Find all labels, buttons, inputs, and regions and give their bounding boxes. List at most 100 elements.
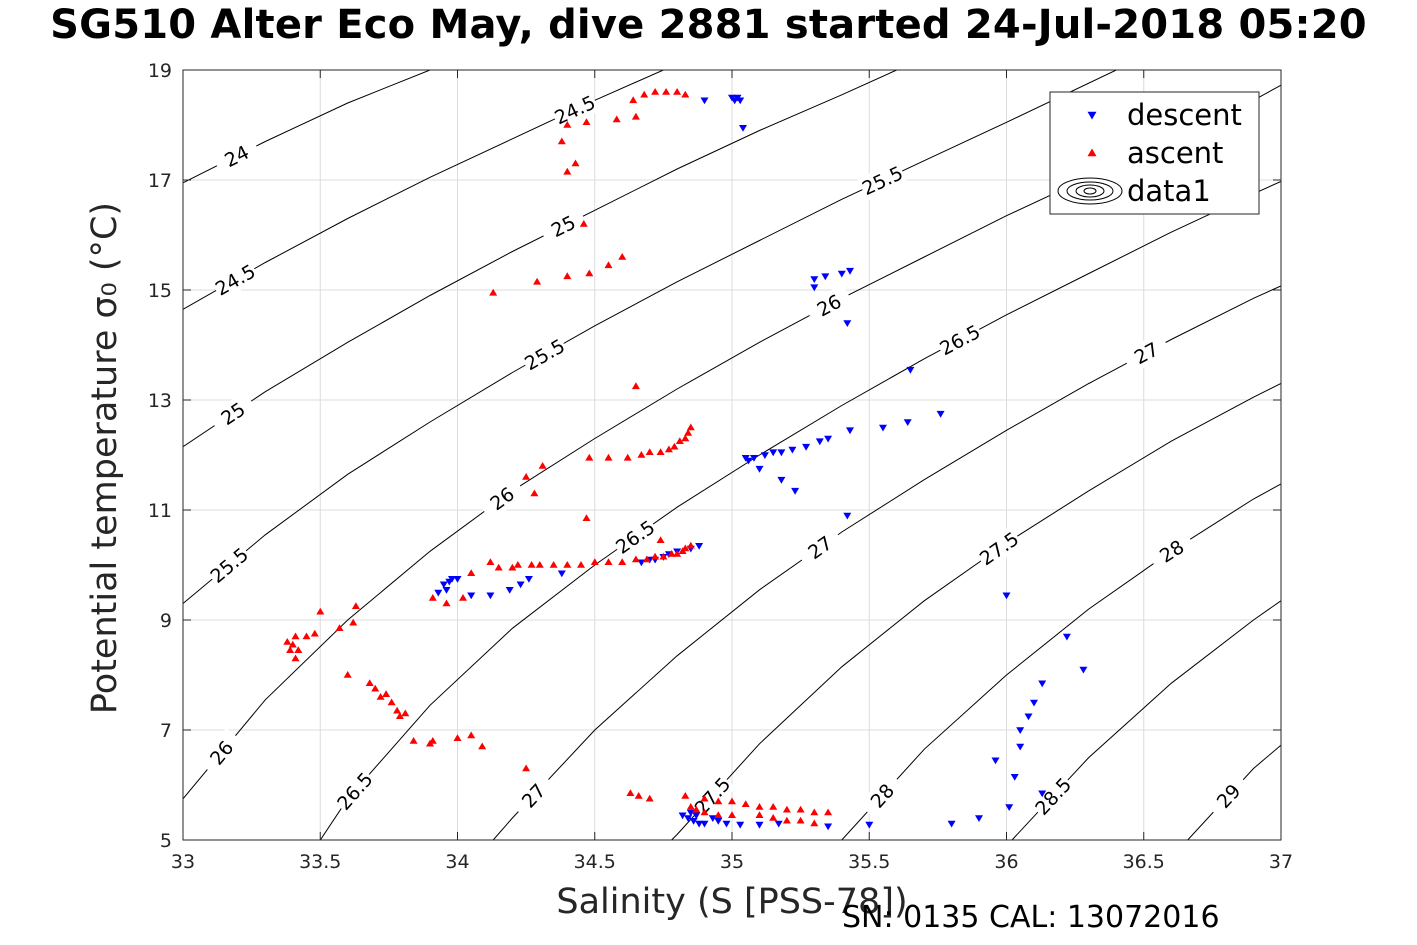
descent-point	[903, 419, 912, 426]
ascent-point	[662, 88, 671, 95]
contour-line-26-5	[319, 180, 1281, 840]
descent-point	[936, 410, 945, 418]
ascent-point	[681, 792, 690, 799]
ascent-point	[604, 261, 613, 269]
legend: descent ascent data1	[1049, 91, 1260, 215]
contour-label-bg	[211, 135, 262, 177]
descent-point	[467, 592, 476, 600]
ascent-point	[351, 602, 360, 609]
contour-label-bg	[1146, 529, 1197, 573]
ascent-point	[741, 800, 750, 807]
descent-point	[810, 284, 819, 292]
ascent-point	[631, 112, 640, 120]
ascent-point	[796, 816, 805, 824]
ascent-point	[728, 797, 736, 805]
ascent-point	[393, 706, 402, 714]
contour-label-bg	[857, 160, 908, 201]
ascent-point	[557, 137, 566, 145]
ascent-point	[629, 96, 638, 104]
descent-point	[445, 578, 454, 586]
y-tick-label: 13	[148, 390, 172, 412]
descent-point	[637, 559, 646, 567]
ascent-point	[664, 445, 673, 453]
ascent-point	[428, 594, 437, 601]
descent-point	[865, 821, 874, 829]
chart-title: SG510 Alter Eco May, dive 2881 started 2…	[50, 2, 1367, 48]
x-tick-label: 33	[171, 851, 195, 873]
legend-label-descent: descent	[1127, 98, 1242, 132]
ascent-point	[631, 555, 640, 563]
descent-point	[755, 465, 764, 473]
legend-marker-ascent	[1087, 148, 1097, 157]
ascent-point	[755, 811, 764, 818]
ascent-point	[522, 473, 531, 480]
ascent-point	[582, 118, 591, 125]
contour-icon-ring	[1083, 187, 1097, 195]
ascent-point	[631, 382, 640, 390]
contour-label: 26.5	[333, 768, 377, 814]
ascent-point	[535, 561, 544, 568]
ascent-point	[335, 624, 344, 631]
ascent-point	[382, 690, 391, 697]
legend-marker-descent	[1087, 111, 1097, 120]
contour-label-group: 27.5	[974, 525, 1024, 571]
contour-label-bg	[331, 766, 379, 816]
series-descent	[434, 94, 1088, 831]
ascent-point	[810, 819, 819, 827]
contour-line-24-5	[183, 70, 664, 310]
ascent-point	[478, 742, 487, 750]
contour-label-group: 28	[858, 771, 906, 820]
x-tick-label: 35.5	[848, 851, 890, 873]
ascent-point	[563, 561, 572, 568]
ascent-point	[286, 646, 295, 653]
descent-point	[741, 455, 750, 462]
ascent-point	[508, 563, 517, 571]
descent-point	[843, 320, 852, 327]
descent-point	[991, 757, 1000, 765]
descent-point	[769, 449, 778, 457]
contour-label-group: 24	[211, 135, 262, 177]
ascent-point	[673, 88, 682, 95]
descent-point	[557, 570, 566, 578]
descent-point	[505, 587, 514, 594]
x-tick-label: 33.5	[299, 851, 341, 873]
contour-label-bg	[549, 89, 600, 130]
ascent-point	[728, 811, 736, 818]
ascent-point	[656, 536, 665, 543]
contour-label-bg	[198, 728, 245, 778]
descent-point	[736, 97, 745, 105]
descent-point	[1062, 633, 1071, 641]
descent-point	[824, 823, 833, 831]
contour-label-bg	[934, 318, 985, 361]
contour-label-group: 25	[207, 391, 258, 436]
ascent-point	[651, 552, 660, 560]
descent-point	[686, 809, 695, 817]
ascent-point	[769, 814, 778, 821]
contour-label-bg	[207, 391, 258, 436]
descent-point	[810, 276, 819, 283]
ascent-point	[579, 220, 588, 227]
descent-point	[774, 820, 783, 828]
descent-point	[692, 812, 701, 820]
x-tick-label: 36.5	[1123, 851, 1165, 873]
ascent-point	[453, 734, 462, 741]
ascent-point	[700, 794, 709, 802]
footer-note: SN: 0135 CAL: 13072016	[842, 900, 1220, 935]
ascent-point	[513, 561, 522, 568]
ascent-point	[673, 550, 682, 557]
descent-point	[1005, 804, 1014, 811]
ascent-point	[782, 816, 791, 824]
contour-label-bg	[610, 514, 661, 560]
contour-label-group: 26.5	[610, 514, 661, 560]
ascent-point	[590, 558, 599, 565]
ascent-point	[667, 550, 676, 557]
contour-label-bg	[509, 771, 558, 820]
y-tick-label: 5	[160, 830, 172, 852]
descent-point	[442, 587, 451, 594]
ascent-point	[467, 731, 476, 739]
ascent-point	[692, 805, 701, 813]
ascent-point	[686, 423, 695, 431]
contour-icon-ring	[1075, 184, 1105, 198]
ascent-point	[714, 797, 723, 805]
